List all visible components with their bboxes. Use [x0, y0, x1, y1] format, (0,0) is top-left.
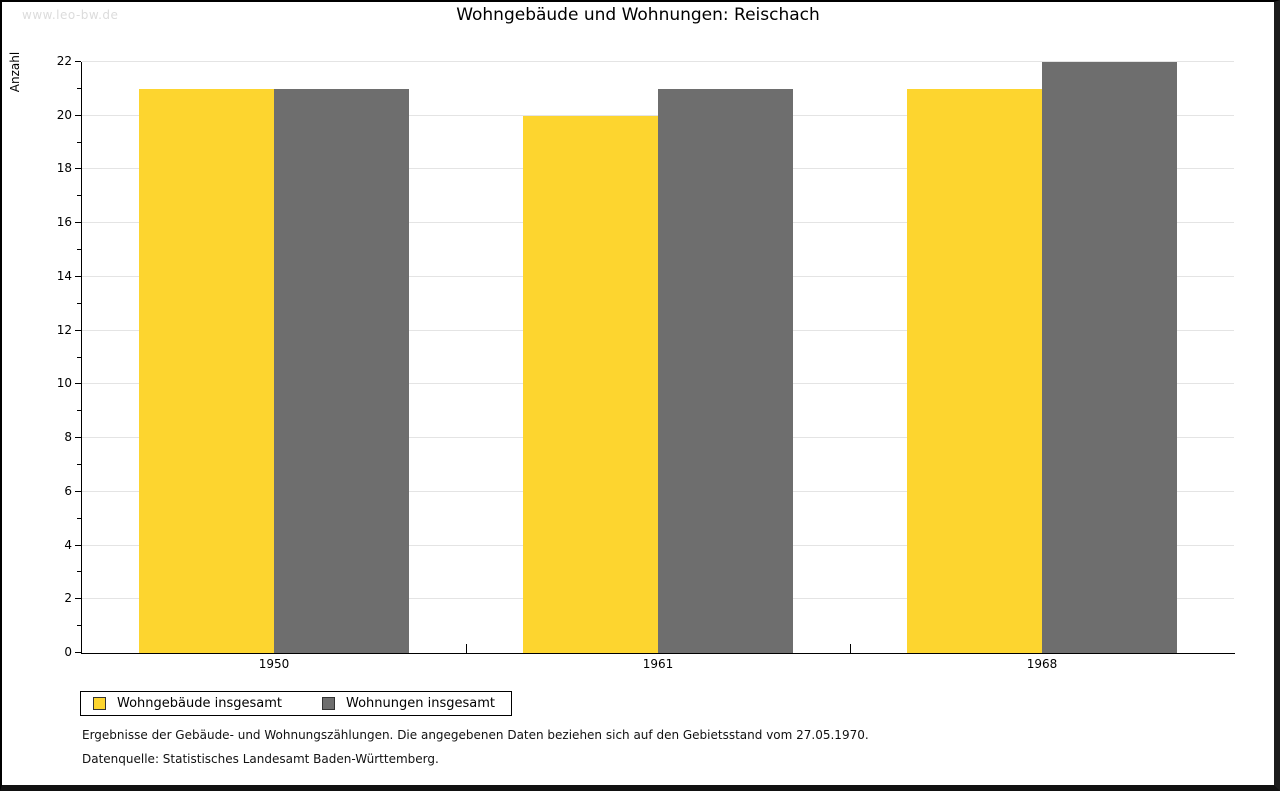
legend-swatch-wohnungen — [322, 697, 335, 710]
bar-1961-series-1 — [658, 88, 793, 653]
y-axis-major-tick — [75, 598, 81, 600]
y-axis-tick-label: 8 — [64, 430, 72, 445]
legend-label-wohnungen: Wohnungen insgesamt — [346, 696, 495, 711]
footnote-source-note: Ergebnisse der Gebäude- und Wohnungszähl… — [82, 728, 869, 742]
legend-swatch-wohngebaeude — [93, 697, 106, 710]
legend-label-wohngebaeude: Wohngebäude insgesamt — [117, 696, 282, 711]
y-axis-label: Anzahl — [8, 51, 22, 93]
y-axis-major-tick — [75, 114, 81, 116]
y-axis-major-tick — [75, 544, 81, 546]
plot-area: 0 2 4 6 8 10 12 14 16 18 20 22 1950 1961 1968 — [57, 54, 1234, 671]
y-axis-tick-label: 20 — [56, 107, 72, 122]
y-axis-minor-tick — [77, 356, 81, 358]
y-gridline — [82, 61, 1234, 62]
x-axis-category-label: 1950 — [258, 657, 290, 671]
y-axis-major-tick — [75, 437, 81, 439]
x-axis-category-label: 1968 — [1026, 657, 1058, 671]
y-axis-minor-tick — [77, 87, 81, 89]
x-axis-line — [81, 653, 1235, 654]
y-axis-major-tick — [75, 61, 81, 62]
footnote-datenquelle: Datenquelle: Statistisches Landesamt Bad… — [82, 752, 439, 766]
bar-1968-series-1 — [1042, 62, 1177, 653]
y-axis-major-tick — [75, 222, 81, 224]
site-watermark: www.leo-bw.de — [22, 8, 119, 22]
y-axis-tick-label: 12 — [56, 322, 72, 337]
y-axis-major-tick — [75, 329, 81, 331]
y-axis-tick-label: 4 — [64, 537, 72, 552]
y-axis-minor-tick — [77, 302, 81, 304]
y-axis-minor-tick — [77, 517, 81, 519]
y-axis-minor-tick — [77, 141, 81, 143]
y-axis-tick-label: 14 — [56, 268, 72, 283]
y-axis-tick-label: 10 — [56, 376, 72, 391]
y-axis-minor-tick — [77, 625, 81, 627]
x-axis-boundary-tick — [850, 644, 851, 653]
bar-1950-series-0 — [139, 88, 274, 653]
y-axis-major-tick — [75, 490, 81, 492]
y-axis-minor-tick — [77, 463, 81, 465]
legend-item-wohngebaeude: Wohngebäude insgesamt — [93, 696, 282, 711]
y-axis-tick-label: 18 — [56, 161, 72, 176]
y-axis-minor-tick — [77, 410, 81, 412]
bar-1950-series-1 — [274, 88, 409, 653]
legend-item-wohnungen: Wohnungen insgesamt — [322, 696, 495, 711]
y-axis-major-tick — [75, 383, 81, 385]
y-axis-minor-tick — [77, 249, 81, 251]
y-axis-tick-label: 2 — [64, 591, 72, 606]
y-axis-tick-label: 0 — [64, 645, 72, 659]
y-axis-major-tick — [75, 275, 81, 277]
bar-1961-series-0 — [523, 115, 658, 653]
y-axis-major-tick — [75, 652, 81, 653]
chart-title: Wohngebäude und Wohnungen: Reischach — [456, 5, 820, 25]
y-axis-tick-label: 22 — [56, 54, 72, 68]
bar-1968-series-0 — [907, 88, 1042, 653]
legend: Wohngebäude insgesamt Wohnungen insgesam… — [80, 691, 512, 716]
y-axis-line — [81, 62, 82, 654]
y-axis-tick-label: 6 — [64, 483, 72, 498]
y-axis-major-tick — [75, 168, 81, 170]
x-axis-category-label: 1961 — [642, 657, 674, 671]
y-axis-minor-tick — [77, 571, 81, 573]
y-axis-tick-label: 16 — [56, 215, 72, 230]
y-axis-minor-tick — [77, 195, 81, 197]
x-axis-boundary-tick — [466, 644, 467, 653]
